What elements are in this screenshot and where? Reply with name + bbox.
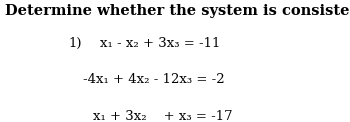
- Text: x₁ - x₂ + 3x₃ = -11: x₁ - x₂ + 3x₃ = -11: [100, 37, 220, 50]
- Text: x₁ + 3x₂    + x₃ = -17: x₁ + 3x₂ + x₃ = -17: [93, 110, 232, 122]
- Text: -4x₁ + 4x₂ - 12x₃ = -2: -4x₁ + 4x₂ - 12x₃ = -2: [83, 73, 225, 86]
- Text: Determine whether the system is consistent.: Determine whether the system is consiste…: [5, 4, 350, 18]
- Text: 1): 1): [68, 37, 82, 50]
